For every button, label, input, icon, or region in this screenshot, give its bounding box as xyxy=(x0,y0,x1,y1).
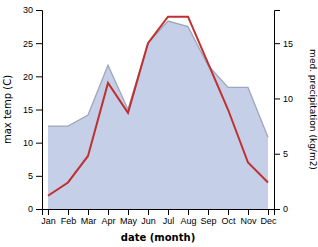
y2-axis-line xyxy=(275,11,281,210)
marks xyxy=(48,17,268,209)
x-tick: Jul xyxy=(163,209,175,226)
x-tick-mark xyxy=(68,209,69,215)
x-tick: Dec xyxy=(260,209,277,226)
x-tick-mark xyxy=(268,209,269,215)
x-tick-label: Jul xyxy=(163,216,175,226)
x-tick: Feb xyxy=(61,209,77,226)
x-tick-mark xyxy=(88,209,89,215)
x-tick-label: Aug xyxy=(180,216,196,226)
y-tick-mark xyxy=(36,176,42,177)
x-tick-label: Apr xyxy=(101,216,115,226)
x-tick-label: Mar xyxy=(81,216,97,226)
y2-tick-label: 5 xyxy=(283,149,288,159)
y2-tick-mark xyxy=(274,154,280,155)
y2-tick: 5 xyxy=(274,149,288,159)
x-tick-mark xyxy=(48,209,49,215)
x-tick-mark xyxy=(148,209,149,215)
y-tick-label: 0 xyxy=(28,204,33,214)
x-tick-label: Nov xyxy=(240,216,257,226)
x-tick: Jan xyxy=(41,209,56,226)
y-tick-mark xyxy=(36,143,42,144)
area xyxy=(48,21,268,209)
x-axis-line xyxy=(43,210,275,216)
x-tick: Jun xyxy=(141,209,156,226)
x-tick-mark xyxy=(188,209,189,215)
y-tick: 20 xyxy=(23,72,42,82)
x-axis: Jan Feb Mar Apr MayJun Jul Aug Sep Oct NovDec xyxy=(41,209,277,226)
x-tick-label: Jun xyxy=(141,216,156,226)
x-tick-mark xyxy=(228,209,229,215)
y-tick-mark xyxy=(36,110,42,111)
line xyxy=(48,17,268,196)
y2-axis-title: med. precipitation (kg/m2) xyxy=(308,49,318,170)
chart: Jan Feb Mar Apr MayJun Jul Aug Sep Oct NovDec 0 5 10… xyxy=(0,0,318,247)
y-tick: 15 xyxy=(23,105,42,115)
x-tick-mark xyxy=(208,209,209,215)
y-tick: 0 xyxy=(28,204,42,214)
y2-tick-mark xyxy=(274,98,280,99)
x-tick-mark xyxy=(108,209,109,215)
y-tick-mark xyxy=(36,10,42,11)
x-tick-mark xyxy=(128,209,129,215)
x-tick-label: May xyxy=(120,216,138,226)
y2-tick: 0 xyxy=(274,204,288,214)
y2-tick: 15 xyxy=(274,39,293,49)
x-tick-mark xyxy=(248,209,249,215)
x-tick: Apr xyxy=(101,209,115,226)
y-tick-label: 15 xyxy=(23,105,33,115)
y-axis-line xyxy=(36,11,43,210)
y-tick: 10 xyxy=(23,138,42,148)
y2-tick-label: 0 xyxy=(283,204,288,214)
x-tick-label: Dec xyxy=(260,216,277,226)
x-tick: Mar xyxy=(81,209,97,226)
x-tick-mark xyxy=(168,209,169,215)
y-axis: 0 5 10 15 20 25 30 xyxy=(23,5,43,214)
y2-tick-label: 10 xyxy=(283,94,293,104)
y-tick-label: 10 xyxy=(23,138,33,148)
y-tick-mark xyxy=(36,209,42,210)
y-tick: 5 xyxy=(28,171,42,181)
y-tick-label: 5 xyxy=(28,171,33,181)
x-tick-label: Feb xyxy=(61,216,77,226)
x-tick-label: Sep xyxy=(200,216,216,226)
x-axis-title: date (month) xyxy=(121,232,195,243)
x-tick: Aug xyxy=(180,209,196,226)
y-tick-mark xyxy=(36,43,42,44)
x-tick-label: Oct xyxy=(221,216,236,226)
y2-tick-mark xyxy=(274,43,280,44)
x-tick: Oct xyxy=(221,209,236,226)
y-axis-title: max temp (C) xyxy=(2,75,13,144)
y-tick: 25 xyxy=(23,39,42,49)
y-tick-mark xyxy=(36,76,42,77)
y-tick: 30 xyxy=(23,5,42,15)
y-tick-label: 25 xyxy=(23,39,33,49)
area-outline xyxy=(48,21,268,137)
x-tick: Nov xyxy=(240,209,257,226)
y-tick-label: 20 xyxy=(23,72,33,82)
y2-axis: 0 5 10 15 xyxy=(274,11,293,215)
y2-tick-label: 15 xyxy=(283,39,293,49)
y-tick-label: 30 xyxy=(23,5,33,15)
y2-tick: 10 xyxy=(274,94,293,104)
plot: Jan Feb Mar Apr MayJun Jul Aug Sep Oct NovDec 0 5 10… xyxy=(23,5,293,226)
x-tick: May xyxy=(120,209,138,226)
x-tick-label: Jan xyxy=(41,216,56,226)
y2-tick-mark xyxy=(274,209,280,210)
x-tick: Sep xyxy=(200,209,216,226)
